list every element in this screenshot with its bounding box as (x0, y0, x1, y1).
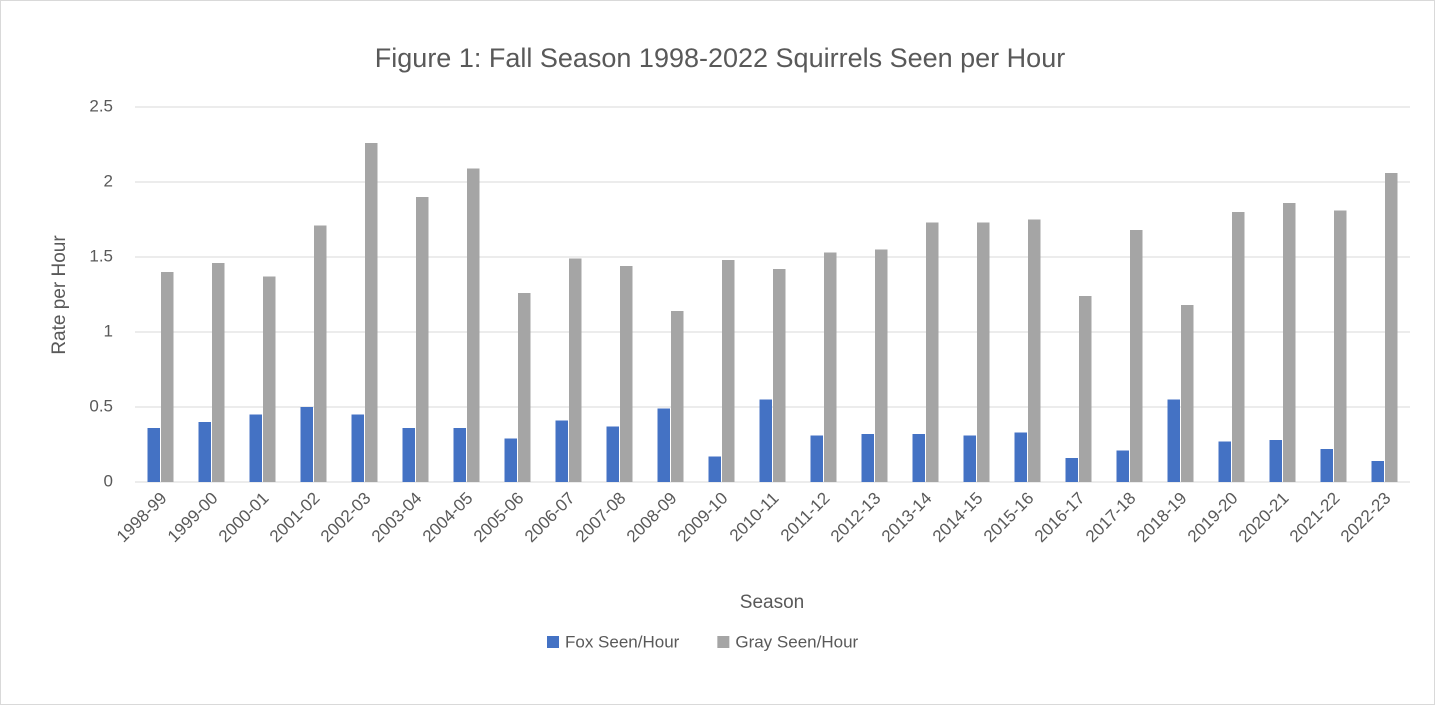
bar (1079, 296, 1092, 482)
y-tick-label: 1 (104, 321, 113, 340)
bar (416, 197, 429, 482)
y-tick-label: 2 (104, 171, 113, 190)
bar (1014, 432, 1027, 482)
bar (263, 276, 276, 482)
bar (810, 435, 823, 482)
y-tick-label: 0.5 (89, 396, 113, 415)
bar (249, 414, 262, 482)
bar (620, 266, 633, 482)
bar (1320, 449, 1333, 482)
legend-label: Fox Seen/Hour (565, 632, 680, 651)
legend-swatch (547, 636, 559, 648)
y-tick-label: 2.5 (89, 96, 113, 115)
y-axis-label: Rate per Hour (49, 235, 70, 355)
bar (504, 438, 517, 482)
bar (555, 420, 568, 482)
legend-swatch (717, 636, 730, 648)
bar (1269, 440, 1282, 482)
bar (926, 222, 939, 482)
bar (671, 311, 684, 482)
bar (518, 293, 531, 482)
y-tick-label: 1.5 (89, 246, 113, 265)
bar (1218, 441, 1231, 482)
chart-title: Figure 1: Fall Season 1998-2022 Squirrel… (375, 43, 1065, 73)
bar (1283, 203, 1296, 482)
bar (467, 168, 480, 482)
bar (161, 272, 174, 482)
y-tick-label: 0 (104, 471, 113, 490)
bar (365, 143, 378, 482)
bar (212, 263, 225, 482)
bar (300, 407, 313, 482)
bar (722, 260, 735, 482)
bar (1116, 450, 1129, 482)
bar (708, 456, 721, 482)
bar (606, 426, 619, 482)
bar (1028, 219, 1041, 482)
bar (314, 225, 327, 482)
bar (912, 434, 925, 482)
bar (1167, 399, 1180, 482)
bar (198, 422, 211, 482)
bar (1130, 230, 1143, 482)
bar (1371, 461, 1384, 482)
bar (759, 399, 772, 482)
bar (963, 435, 976, 482)
x-axis-label: Season (740, 592, 804, 613)
bar (875, 249, 888, 482)
bar (1334, 210, 1347, 482)
bar (147, 428, 160, 482)
bar (977, 222, 990, 482)
bar (1385, 173, 1398, 482)
bar (569, 258, 582, 482)
bar (861, 434, 874, 482)
legend-label: Gray Seen/Hour (735, 632, 858, 651)
bar (657, 408, 670, 482)
bar (773, 269, 786, 482)
bar (824, 252, 837, 482)
bar (1232, 212, 1245, 482)
bar (1065, 458, 1078, 482)
bar (1181, 305, 1194, 482)
bar (351, 414, 364, 482)
bar (402, 428, 415, 482)
bar (453, 428, 466, 482)
